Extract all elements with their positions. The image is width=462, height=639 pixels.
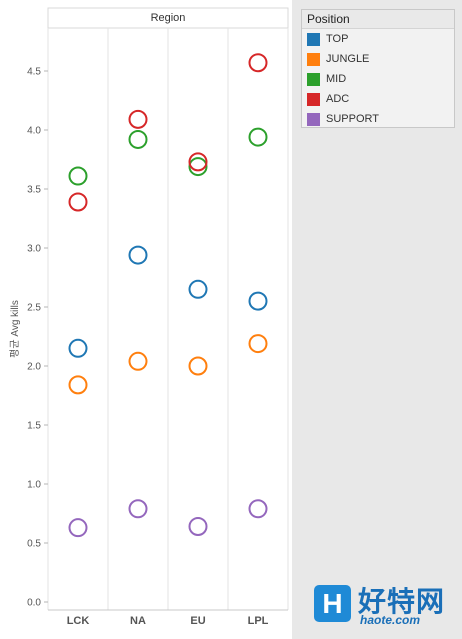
y-tick-label: 3.0 (27, 244, 41, 255)
y-tick-label: 1.0 (27, 480, 41, 491)
data-point-support-lck (68, 518, 88, 538)
watermark-logo-icon: H (314, 585, 351, 622)
data-point-mid-lck (68, 166, 88, 186)
legend: Position TOP JUNGLE MID ADC SUPPORT (301, 9, 455, 128)
scatter-chart: Region 0.0 0.5 1.0 1.5 2.0 2.5 3.0 3.5 4.0 4.5 평균 A… (9, 7, 289, 627)
chart-panel: Region 0.0 0.5 1.0 1.5 2.0 2.5 3.0 3.5 4.0 4.5 평균 A… (0, 0, 292, 639)
legend-swatch (307, 92, 320, 106)
y-tick-label: 0.5 (27, 539, 41, 550)
watermark-title: 好特网 (358, 585, 446, 618)
data-point-top-lpl (248, 291, 268, 311)
legend-swatch (307, 112, 320, 126)
data-point-adc-eu (188, 152, 208, 172)
legend-item-support[interactable]: SUPPORT (302, 109, 454, 129)
legend-item-jungle[interactable]: JUNGLE (302, 49, 454, 69)
y-tick-label: 2.0 (27, 362, 41, 373)
data-point-support-eu (188, 516, 208, 536)
y-axis-label: 평균 Avg kills (9, 300, 21, 358)
data-point-top-eu (188, 279, 208, 299)
data-point-top-na (128, 245, 148, 265)
data-point-jungle-eu (188, 356, 208, 376)
data-point-support-lpl (248, 499, 268, 519)
data-point-top-lck (68, 338, 88, 358)
legend-label: JUNGLE (326, 53, 370, 65)
legend-label: ADC (326, 93, 350, 105)
y-tick-label: 3.5 (27, 185, 41, 196)
x-tick-label: LPL (248, 615, 269, 627)
legend-swatch (307, 52, 320, 66)
data-point-mid-eu (188, 157, 208, 177)
y-tick-label: 1.5 (27, 421, 41, 432)
x-tick-label: EU (190, 615, 205, 627)
legend-title: Position (302, 10, 454, 29)
data-point-adc-lpl (248, 53, 268, 73)
watermark-site: haote.com (360, 613, 421, 627)
y-tick-label: 4.0 (27, 126, 41, 137)
legend-label: MID (326, 73, 347, 85)
x-tick-label: NA (130, 615, 146, 627)
data-point-jungle-lpl (248, 334, 268, 354)
legend-label: TOP (326, 33, 349, 45)
legend-swatch (307, 72, 320, 86)
y-tick-label: 0.0 (27, 598, 41, 609)
x-tick-label: LCK (67, 615, 90, 627)
legend-item-mid[interactable]: MID (302, 69, 454, 89)
data-point-adc-lck (68, 192, 88, 212)
legend-item-adc[interactable]: ADC (302, 89, 454, 109)
data-point-mid-lpl (248, 127, 268, 147)
data-point-jungle-na (128, 351, 148, 371)
watermark: H 好特网 haote.com (308, 578, 458, 634)
legend-items: TOP JUNGLE MID ADC SUPPORT (302, 29, 454, 129)
y-tick-label: 4.5 (27, 67, 41, 78)
legend-item-top[interactable]: TOP (302, 29, 454, 49)
data-point-adc-na (128, 109, 148, 129)
data-point-jungle-lck (68, 375, 88, 395)
legend-swatch (307, 32, 320, 46)
chart-title: Region (151, 12, 186, 24)
legend-label: SUPPORT (326, 113, 379, 125)
y-tick-label: 2.5 (27, 303, 41, 314)
data-point-mid-na (128, 129, 148, 149)
data-point-support-na (128, 499, 148, 519)
